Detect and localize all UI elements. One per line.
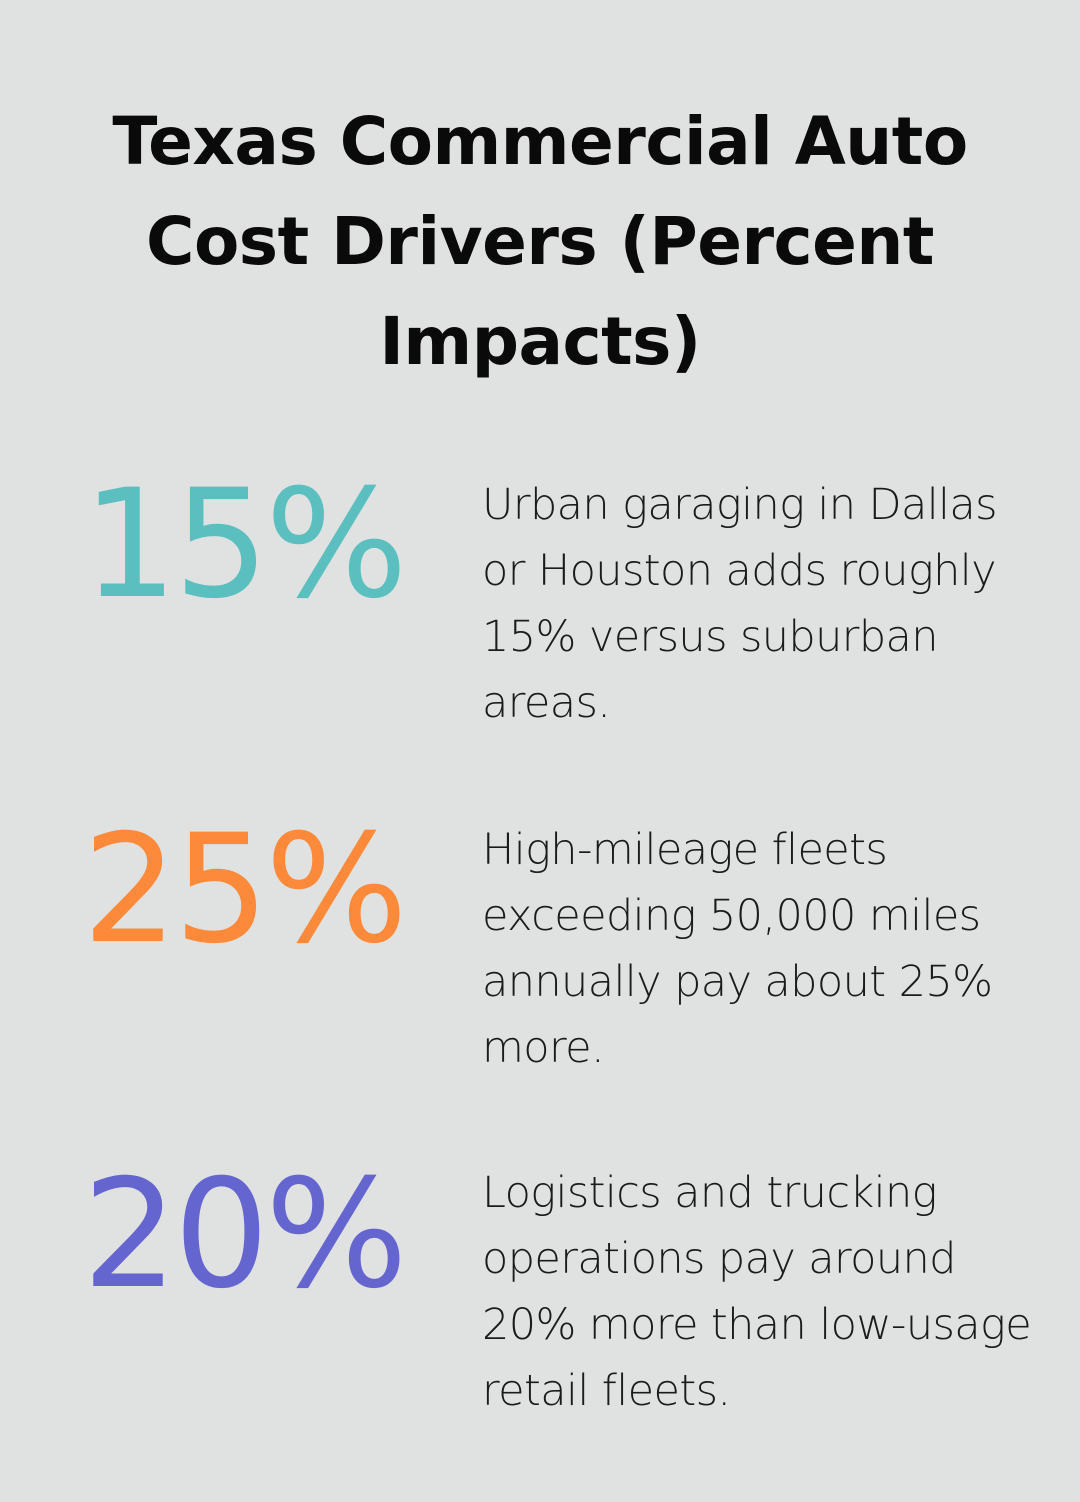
stat-description: Urban garaging in Dallas or Houston adds… — [482, 480, 998, 728]
stat-value: 20% — [82, 1148, 407, 1322]
stat-description: High-mileage fleets exceeding 50,000 mil… — [482, 825, 993, 1073]
stat-description: Logistics and trucking operations pay ar… — [482, 1168, 1032, 1416]
stat-value: 25% — [82, 803, 407, 977]
stat-value: 15% — [82, 458, 407, 632]
page-title: Texas Commercial Auto Cost Drivers (Perc… — [112, 103, 968, 380]
